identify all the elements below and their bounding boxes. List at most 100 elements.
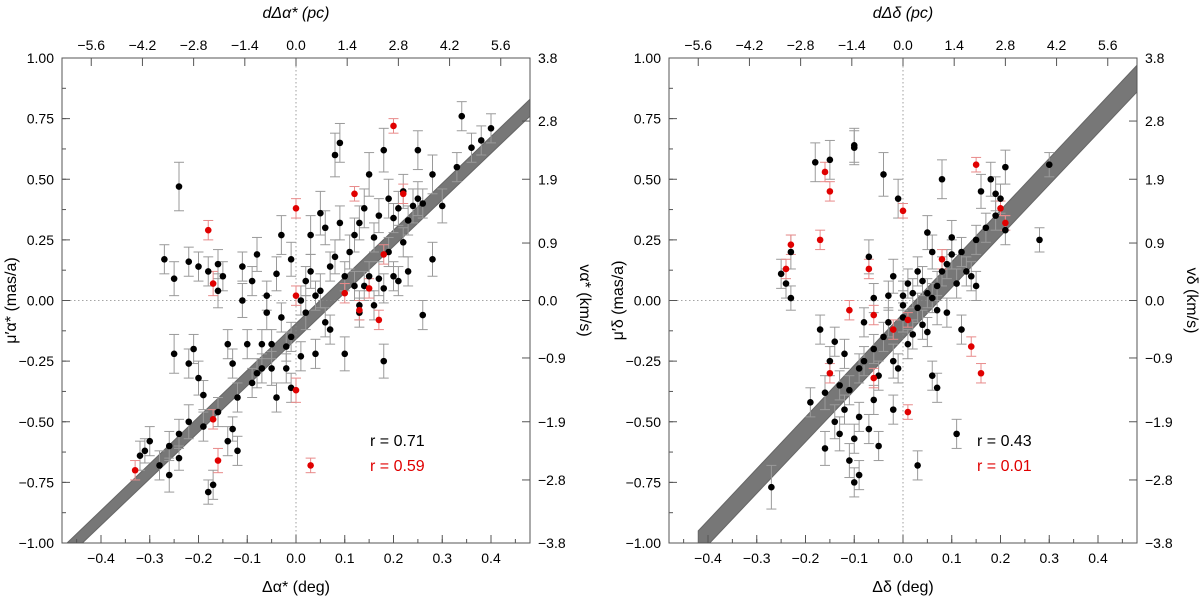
- data-point-black: [258, 340, 266, 348]
- y-tick-label: −0.50: [626, 414, 662, 430]
- data-point-black: [870, 396, 878, 404]
- data-point-black: [214, 260, 222, 268]
- data-point-black: [860, 357, 868, 365]
- data-point-red: [787, 241, 795, 249]
- data-point-black: [287, 384, 295, 392]
- data-point-black: [826, 357, 834, 365]
- data-point-black: [190, 345, 197, 353]
- data-point-black: [214, 408, 222, 416]
- data-point-black: [831, 338, 839, 346]
- right-tick-label: −0.9: [538, 350, 566, 366]
- data-point-black: [404, 217, 412, 224]
- y-tick-label: 1.00: [27, 50, 54, 66]
- data-point-black: [229, 425, 236, 433]
- data-point-red: [307, 462, 314, 469]
- data-point-black: [170, 275, 178, 282]
- left-panel: −0.4 −0.3 −0.2 −0.1 0.0 0.1 0.2 0.3 0.4 −1.00 −0.7…: [3, 5, 593, 596]
- x-tick-label: −0.3: [743, 550, 771, 566]
- data-point-black: [312, 292, 319, 299]
- data-point-black: [161, 255, 168, 263]
- data-point-black: [243, 340, 251, 348]
- data-point-black: [894, 195, 902, 202]
- data-point-black: [302, 277, 310, 285]
- data-point-black: [390, 214, 397, 222]
- x-tick-label: 0.4: [1088, 550, 1108, 566]
- data-point-black: [850, 435, 858, 443]
- data-point-black: [224, 340, 232, 348]
- data-point-black: [880, 171, 887, 178]
- data-point-black: [380, 146, 388, 154]
- data-point-black: [268, 340, 275, 348]
- x-tick-label: 0.4: [481, 550, 501, 566]
- data-point-black: [787, 248, 795, 256]
- data-point-red: [399, 190, 407, 198]
- data-point-black: [258, 365, 266, 372]
- data-point-black: [953, 280, 960, 287]
- tick-labels: −0.4 −0.3 −0.2 −0.1 0.0 0.1 0.2 0.3 0.4 −1.00 −0.7…: [19, 37, 566, 566]
- data-point-black: [865, 253, 873, 261]
- y-tick-label: 0.50: [27, 171, 54, 187]
- y-tick-label: 0.25: [634, 232, 661, 248]
- data-point-red: [977, 369, 985, 377]
- data-point-black: [307, 268, 314, 275]
- data-point-black: [928, 294, 936, 302]
- data-point-black: [811, 158, 819, 166]
- data-point-black: [302, 309, 310, 316]
- data-point-red: [356, 306, 363, 314]
- data-point-black: [477, 137, 485, 144]
- data-point-black: [419, 200, 427, 207]
- data-point-black: [414, 195, 422, 202]
- tick-labels: −0.4 −0.3 −0.2 −0.1 0.0 0.1 0.2 0.3 0.4 −1.00 −0.7…: [626, 37, 1173, 566]
- data-point-black: [982, 224, 990, 232]
- data-point-red: [782, 265, 790, 273]
- data-point-black: [204, 488, 212, 496]
- data-point-black: [924, 289, 931, 297]
- data-point-black: [958, 326, 965, 333]
- y-tick-label: 0.25: [27, 232, 54, 248]
- data-point-black: [146, 437, 154, 445]
- data-point-black: [841, 406, 848, 413]
- y-tick-label: 0.00: [27, 293, 54, 309]
- top-tick-label: 1.4: [337, 37, 357, 53]
- data-point-black: [846, 386, 853, 394]
- data-point-black: [850, 144, 858, 152]
- reference-lines: [669, 58, 1137, 543]
- top-tick-label: 0.0: [286, 37, 306, 53]
- right-tick-label: 1.9: [1145, 171, 1165, 187]
- top-tick-label: −1.4: [231, 37, 259, 53]
- data-point-black: [278, 314, 285, 321]
- right-tick-label: 0.0: [538, 293, 558, 309]
- data-point-red: [899, 207, 907, 215]
- data-point-black: [909, 289, 917, 297]
- data-point-red: [292, 386, 300, 394]
- data-point-black: [429, 171, 436, 178]
- y-tick-label: 0.75: [634, 111, 661, 127]
- data-point-black: [972, 236, 980, 244]
- y-axis-title: μ′δ (mas/a): [610, 261, 627, 341]
- data-point-black: [214, 287, 222, 295]
- data-point-black: [224, 437, 232, 445]
- top-tick-label: 1.4: [944, 37, 964, 53]
- x-axis-title: Δα* (deg): [262, 579, 330, 596]
- data-point-black: [914, 268, 921, 275]
- data-point-black: [321, 319, 329, 326]
- data-point-black: [889, 406, 897, 413]
- data-point-black: [836, 430, 843, 438]
- data-point-black: [943, 309, 951, 316]
- y-tick-label: 0.50: [634, 171, 661, 187]
- data-point-black: [953, 430, 960, 438]
- data-point-black: [287, 255, 295, 263]
- data-point-red: [889, 326, 897, 333]
- data-point-black: [141, 447, 149, 455]
- data-point-black: [992, 212, 999, 219]
- top-tick-label: 0.0: [893, 37, 913, 53]
- data-point-black: [992, 190, 999, 198]
- x-tick-label: −0.2: [185, 550, 213, 566]
- right-tick-label: −3.8: [538, 535, 566, 551]
- data-point-black: [933, 282, 941, 290]
- data-point-black: [875, 442, 882, 450]
- data-point-black: [948, 251, 956, 258]
- data-point-red: [938, 255, 946, 263]
- y-tick-label: −0.50: [19, 414, 55, 430]
- y-axis-title: μ′α* (mas/a): [3, 257, 20, 343]
